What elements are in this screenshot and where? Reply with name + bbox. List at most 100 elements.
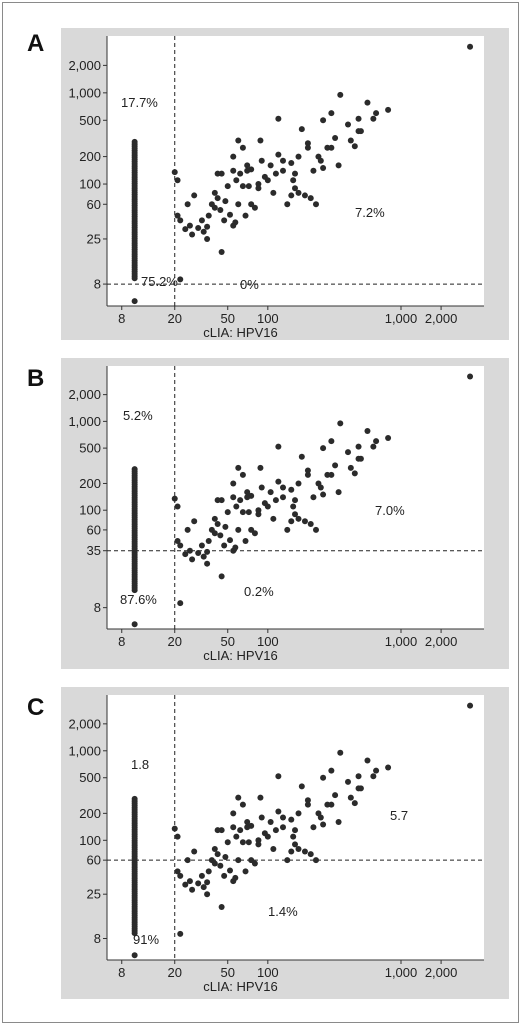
panel-a-data-point: [328, 110, 335, 117]
panel-a-data-point: [255, 185, 262, 192]
panel-b-data-point: [242, 538, 249, 545]
panel-a-data-point: [174, 212, 181, 219]
panel-a-data-point: [320, 117, 327, 124]
panel-a-data-point: [214, 195, 221, 202]
panel-b-data-point: [189, 556, 196, 563]
panel-c-x-tick-label: 100: [257, 965, 279, 980]
panel-b-data-point: [304, 467, 311, 474]
panel-c-data-point: [347, 794, 354, 801]
panel-c-data-point: [355, 773, 362, 780]
panel-c-data-point: [270, 845, 277, 852]
panel-a-y-tick-label: 60: [87, 197, 101, 212]
panel-c-data-point: [351, 800, 358, 807]
panel-b-data-point: [200, 553, 207, 560]
panel-c: 8 20 50 100 1,000 2,000 cLIA: HPV16 8 25 60 100 200…: [27, 687, 509, 999]
panel-b-quadrant-label: 5.2%: [123, 408, 153, 423]
panel-a-data-point: [244, 162, 251, 169]
panel-a-data-point: [255, 181, 262, 188]
panel-b-data-point: [312, 526, 319, 533]
panel-c-data-point: [221, 872, 228, 879]
panel-b-data-point: [239, 471, 246, 478]
panel-a-quadrant-label: 17.7%: [121, 95, 158, 110]
panel-a-data-point: [239, 144, 246, 151]
panel-a-data-point: [267, 162, 274, 169]
panel-b-data-point: [332, 462, 339, 469]
panel-b-data-point: [235, 526, 242, 533]
panel-c-y-tick-label: 2,000: [68, 716, 101, 731]
panel-a-data-point: [227, 211, 234, 218]
panel-b-y-tick-label: 8: [94, 600, 101, 615]
panel-a-data-point: [230, 167, 237, 174]
panel-b-y-tick-label: 2,000: [68, 387, 101, 402]
panel-a-data-point: [242, 212, 249, 219]
panel-b-data-point: [279, 484, 286, 491]
panel-b-x-axis-label: cLIA: HPV16: [203, 648, 277, 663]
panel-a-data-point: [351, 143, 358, 150]
panel-c-data-point: [248, 857, 255, 864]
panel-c-data-point: [222, 854, 229, 861]
panel-c-data-point: [171, 825, 178, 832]
panel-c-y-tick-label: 100: [79, 833, 101, 848]
panel-c-data-point: [208, 857, 215, 864]
panel-b-data-point: [204, 560, 211, 567]
panel-a-data-point: [258, 157, 265, 164]
panel-b-y-tick-label: 100: [79, 503, 101, 518]
panel-c-data-point: [279, 814, 286, 821]
panel-a-data-point: [304, 140, 311, 147]
panel-c-data-point: [320, 774, 327, 781]
panel-c-data-point: [301, 848, 308, 855]
panel-a-y-tick-label: 500: [79, 113, 101, 128]
panel-a-quadrant-label: 0%: [240, 277, 259, 292]
panel-a-data-point: [261, 173, 268, 180]
panel-a-data-point: [198, 217, 205, 224]
panel-a-data-point: [235, 201, 242, 208]
panel-c-data-point: [189, 886, 196, 893]
panel-c-data-point: [198, 872, 205, 879]
panel-c-data-point: [337, 749, 344, 756]
panel-a-data-point: [182, 226, 189, 233]
panel-c-x-tick-label: 50: [220, 965, 234, 980]
panel-a-data-point: [245, 183, 252, 190]
panel-b-x-tick-label: 8: [118, 634, 125, 649]
panel-a-data-point: [233, 177, 240, 184]
panel-b-data-point: [222, 523, 229, 530]
panel-b-data-point: [248, 526, 255, 533]
panel-c-x-tick-label: 20: [168, 965, 182, 980]
panel-b-quadrant-label: 87.6%: [120, 592, 157, 607]
panel-c-data-point: [200, 884, 207, 891]
panel-b-data-point: [385, 434, 392, 441]
panel-a-data-point: [284, 201, 291, 208]
panel-a-data-point: [177, 276, 184, 283]
panel-a-data-point: [248, 201, 255, 208]
panel-a-data-point: [317, 157, 324, 164]
panel-c-data-point: [298, 783, 305, 790]
panel-a-data-point: [221, 217, 228, 224]
panel-c-data-point: [230, 824, 237, 831]
panel-b-data-point: [355, 443, 362, 450]
panel-a-data-point: [232, 219, 239, 226]
panel-b-data-point: [364, 427, 371, 434]
panel-c-data-point: [174, 868, 181, 875]
panel-a-data-point: [307, 195, 314, 202]
panel-b-data-point: [288, 518, 295, 525]
panel-c-data-point: [335, 819, 342, 826]
panel-c-data-point: [373, 767, 380, 774]
panel-a-data-point: [224, 183, 231, 190]
panel-c-data-point: [467, 702, 474, 709]
panel-a-data-point: [177, 217, 184, 224]
panel-b-data-point: [304, 471, 311, 478]
panel-c-data-point: [284, 857, 291, 864]
panel-b-data-point: [218, 573, 225, 580]
panel-b-x-tick-label: 20: [168, 634, 182, 649]
panel-a-data-point: [205, 212, 212, 219]
panel-b-data-point: [204, 548, 211, 555]
panel-a-negative-point: [131, 298, 138, 305]
panel-c-data-point: [237, 827, 244, 834]
panel-c-data-point: [177, 930, 184, 937]
panel-c-data-point: [320, 821, 327, 828]
panel-a-data-point: [204, 223, 211, 230]
panel-a-x-axis-label: cLIA: HPV16: [203, 325, 277, 340]
panel-a-data-point: [304, 144, 311, 151]
panel-a-data-point: [345, 121, 352, 128]
panel-a-data-point: [347, 137, 354, 144]
